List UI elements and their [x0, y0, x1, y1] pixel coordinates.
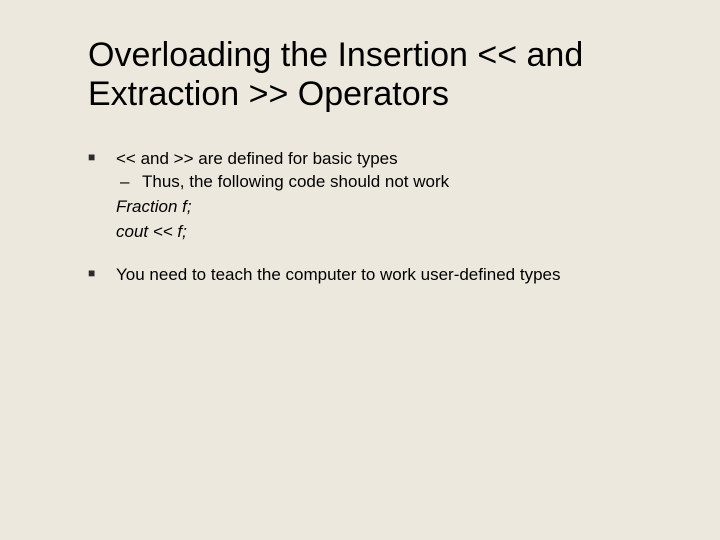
bullet-item: You need to teach the computer to work u… — [88, 264, 664, 287]
bullet-list: << and >> are defined for basic types Th… — [88, 148, 664, 287]
slide: Overloading the Insertion << and Extract… — [0, 0, 720, 540]
sub-bullet-text: Thus, the following code should not work — [142, 172, 449, 191]
slide-title: Overloading the Insertion << and Extract… — [88, 36, 664, 114]
bullet-text: You need to teach the computer to work u… — [116, 265, 560, 284]
bullet-text: << and >> are defined for basic types — [116, 149, 398, 168]
bullet-item: << and >> are defined for basic types Th… — [88, 148, 664, 244]
code-line: Fraction f; — [116, 196, 664, 219]
sub-bullet-item: Thus, the following code should not work — [116, 171, 664, 194]
sub-list: Thus, the following code should not work — [116, 171, 664, 194]
code-line: cout << f; — [116, 221, 664, 244]
